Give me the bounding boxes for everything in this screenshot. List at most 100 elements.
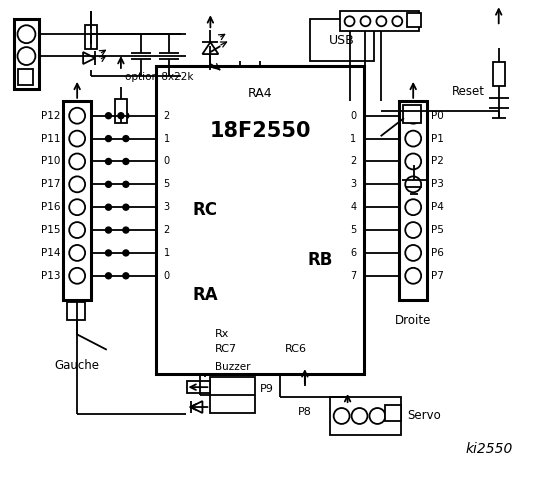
- Text: P14: P14: [41, 248, 60, 258]
- Text: P12: P12: [41, 111, 60, 121]
- Text: P10: P10: [41, 156, 60, 167]
- Circle shape: [405, 268, 421, 284]
- Text: Servo: Servo: [407, 409, 441, 422]
- Circle shape: [69, 131, 85, 146]
- Bar: [18, 69, 33, 85]
- Circle shape: [69, 222, 85, 238]
- Circle shape: [405, 176, 421, 192]
- Bar: [310, 19, 374, 61]
- Circle shape: [123, 113, 129, 119]
- Text: P15: P15: [41, 225, 60, 235]
- Text: P13: P13: [41, 271, 60, 281]
- Circle shape: [106, 227, 112, 233]
- Text: 0: 0: [351, 111, 357, 121]
- Text: P0: P0: [431, 111, 444, 121]
- Bar: [330, 397, 401, 435]
- Circle shape: [352, 408, 368, 424]
- Text: RA4: RA4: [248, 87, 273, 100]
- Text: P5: P5: [431, 225, 444, 235]
- Circle shape: [106, 204, 112, 210]
- Circle shape: [333, 408, 349, 424]
- Text: P16: P16: [41, 202, 60, 212]
- Circle shape: [405, 108, 421, 124]
- Text: P9: P9: [260, 384, 274, 394]
- Circle shape: [69, 268, 85, 284]
- Text: 1: 1: [351, 133, 357, 144]
- Text: RB: RB: [307, 251, 332, 269]
- Text: 1: 1: [164, 133, 170, 144]
- Circle shape: [106, 273, 112, 279]
- Circle shape: [69, 154, 85, 169]
- Text: ki2550: ki2550: [465, 442, 513, 456]
- Circle shape: [123, 204, 129, 210]
- Bar: [115, 99, 127, 123]
- Bar: [403, 105, 421, 123]
- Text: 2: 2: [164, 111, 170, 121]
- Circle shape: [123, 227, 129, 233]
- Text: option 8x22k: option 8x22k: [125, 72, 194, 82]
- Text: 1: 1: [164, 248, 170, 258]
- Text: 3: 3: [164, 202, 170, 212]
- Text: Droite: Droite: [395, 313, 431, 326]
- Text: 18F2550: 18F2550: [210, 120, 311, 141]
- Circle shape: [123, 158, 129, 165]
- Bar: [186, 381, 210, 393]
- Text: Buzzer: Buzzer: [215, 362, 251, 372]
- Circle shape: [405, 222, 421, 238]
- Circle shape: [69, 245, 85, 261]
- Circle shape: [69, 199, 85, 215]
- Circle shape: [361, 16, 371, 26]
- Text: Rx: Rx: [215, 329, 229, 339]
- Circle shape: [392, 16, 402, 26]
- Circle shape: [377, 16, 387, 26]
- Text: P17: P17: [41, 180, 60, 189]
- Text: P7: P7: [431, 271, 444, 281]
- Circle shape: [106, 113, 112, 119]
- Circle shape: [123, 181, 129, 187]
- Circle shape: [69, 176, 85, 192]
- Bar: [13, 19, 39, 89]
- Text: 2: 2: [350, 156, 357, 167]
- Text: RC: RC: [193, 201, 218, 219]
- Bar: [63, 101, 91, 300]
- Bar: [399, 101, 427, 300]
- Bar: [493, 62, 505, 86]
- Text: 0: 0: [164, 271, 170, 281]
- Circle shape: [106, 136, 112, 142]
- Bar: [156, 66, 364, 374]
- Circle shape: [123, 250, 129, 256]
- Circle shape: [69, 108, 85, 124]
- Text: USB: USB: [329, 34, 355, 47]
- Circle shape: [405, 245, 421, 261]
- Text: 7: 7: [350, 271, 357, 281]
- Text: P11: P11: [41, 133, 60, 144]
- Text: 0: 0: [164, 156, 170, 167]
- Text: 2: 2: [164, 225, 170, 235]
- Text: 3: 3: [351, 180, 357, 189]
- Circle shape: [405, 131, 421, 146]
- Bar: [407, 13, 421, 27]
- Circle shape: [123, 273, 129, 279]
- Text: Reset: Reset: [452, 85, 485, 98]
- Text: RC6: RC6: [285, 344, 307, 354]
- Text: 6: 6: [351, 248, 357, 258]
- Circle shape: [345, 16, 354, 26]
- Text: 4: 4: [351, 202, 357, 212]
- Text: P6: P6: [431, 248, 444, 258]
- Text: Gauche: Gauche: [55, 360, 100, 372]
- Circle shape: [123, 136, 129, 142]
- Text: P2: P2: [431, 156, 444, 167]
- Bar: [85, 25, 97, 49]
- Bar: [385, 405, 401, 421]
- Text: P4: P4: [431, 202, 444, 212]
- Circle shape: [106, 181, 112, 187]
- Circle shape: [106, 250, 112, 256]
- Circle shape: [18, 47, 35, 65]
- Bar: [340, 12, 419, 31]
- Circle shape: [106, 158, 112, 165]
- Circle shape: [369, 408, 385, 424]
- Text: 5: 5: [164, 180, 170, 189]
- Bar: [67, 301, 85, 320]
- Text: P8: P8: [298, 407, 312, 417]
- Text: RA: RA: [192, 286, 218, 304]
